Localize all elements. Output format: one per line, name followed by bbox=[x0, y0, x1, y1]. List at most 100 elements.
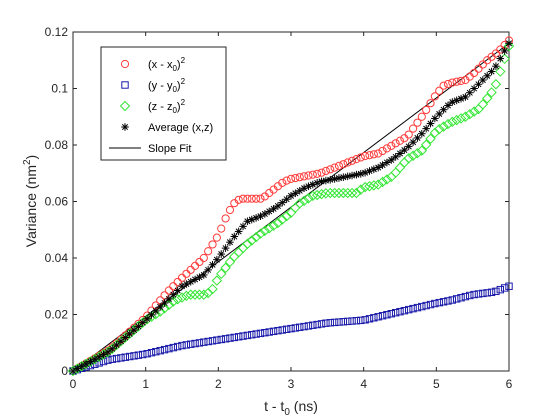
data-point bbox=[339, 160, 348, 169]
data-point bbox=[198, 289, 210, 300]
data-point bbox=[234, 195, 243, 204]
data-point bbox=[309, 321, 317, 329]
data-point bbox=[107, 343, 118, 354]
data-point bbox=[435, 86, 444, 95]
data-point bbox=[181, 290, 192, 302]
data-point bbox=[442, 118, 454, 130]
data-point bbox=[359, 181, 371, 193]
data-point bbox=[495, 66, 506, 77]
data-point bbox=[160, 345, 169, 354]
y-tick-label: 0.08 bbox=[45, 138, 69, 152]
data-point bbox=[330, 318, 339, 327]
data-point bbox=[339, 318, 348, 326]
legend-label-main: Average (x,z) bbox=[148, 122, 213, 134]
legend-label-main: (z - z bbox=[148, 101, 172, 113]
data-point bbox=[208, 260, 217, 269]
data-point bbox=[429, 127, 441, 139]
legend-label-sub: 0 bbox=[172, 64, 177, 73]
data-point bbox=[333, 187, 345, 199]
data-point bbox=[141, 314, 153, 325]
x-tick-label: 5 bbox=[433, 377, 440, 391]
data-point bbox=[448, 78, 457, 87]
data-point bbox=[370, 314, 378, 322]
data-point bbox=[404, 130, 413, 139]
data-point bbox=[111, 339, 122, 351]
data-point bbox=[490, 79, 502, 90]
data-point bbox=[391, 139, 400, 148]
data-point bbox=[217, 224, 226, 233]
data-point bbox=[396, 149, 404, 158]
data-point bbox=[486, 87, 497, 98]
legend-marker-square bbox=[121, 81, 129, 89]
data-point bbox=[409, 304, 417, 313]
data-point bbox=[287, 324, 295, 333]
data-point bbox=[204, 266, 212, 274]
data-point bbox=[365, 151, 374, 160]
data-point bbox=[225, 205, 235, 215]
data-point bbox=[381, 174, 393, 185]
data-point bbox=[474, 64, 483, 73]
legend-label: Average (x,z) bbox=[148, 122, 213, 134]
data-point bbox=[357, 316, 365, 325]
y-tick-label: 0.06 bbox=[45, 195, 69, 209]
data-point bbox=[368, 180, 380, 191]
y-tick-label: 0.12 bbox=[45, 25, 69, 39]
data-point bbox=[387, 141, 396, 150]
data-point bbox=[216, 268, 227, 280]
data-point bbox=[479, 289, 487, 298]
data-point bbox=[492, 62, 500, 70]
data-point bbox=[339, 173, 348, 182]
data-point bbox=[452, 295, 461, 303]
data-point bbox=[347, 156, 357, 165]
data-point bbox=[303, 193, 314, 204]
data-point bbox=[278, 178, 287, 187]
data-point bbox=[308, 170, 317, 179]
data-point bbox=[420, 139, 432, 150]
data-point bbox=[247, 194, 256, 203]
data-point bbox=[263, 223, 275, 234]
data-point bbox=[282, 176, 291, 185]
y-axis-label-main: Variance (nm bbox=[23, 165, 39, 247]
data-point bbox=[150, 309, 162, 320]
data-point bbox=[496, 285, 504, 294]
legend-label-sup: 2 bbox=[181, 56, 186, 65]
data-point bbox=[451, 114, 462, 126]
data-point bbox=[265, 328, 273, 336]
data-point bbox=[434, 123, 445, 135]
ticks-layer: 0 1 2 3 4 5 6 0 0.02 0.04 0.06 0.08 0.1 0.12 bbox=[45, 25, 513, 391]
data-point bbox=[274, 326, 282, 335]
data-point bbox=[246, 235, 257, 246]
data-point bbox=[464, 109, 475, 120]
x-axis-label-unit: (ns) bbox=[290, 398, 318, 414]
data-point bbox=[307, 190, 319, 202]
data-point bbox=[343, 158, 352, 167]
data-point bbox=[147, 348, 156, 357]
y-tick-label: 0.04 bbox=[45, 251, 69, 265]
data-point bbox=[221, 244, 230, 252]
data-point bbox=[277, 214, 288, 225]
data-point bbox=[496, 54, 505, 63]
data-point bbox=[418, 129, 426, 138]
data-point bbox=[265, 207, 273, 216]
legend-label: (y - y0)2 bbox=[148, 77, 186, 94]
data-point bbox=[396, 307, 404, 316]
data-point bbox=[269, 205, 278, 213]
data-point bbox=[304, 171, 313, 180]
data-point bbox=[300, 322, 308, 331]
data-point bbox=[374, 149, 383, 158]
legend-label-end: ) bbox=[177, 80, 181, 92]
data-point bbox=[112, 354, 121, 363]
y-tick-label: 0.1 bbox=[51, 82, 68, 96]
data-point bbox=[133, 321, 144, 332]
data-point bbox=[115, 336, 127, 347]
data-point bbox=[182, 341, 191, 349]
data-point bbox=[221, 335, 230, 343]
legend-label-sup: 2 bbox=[181, 77, 186, 86]
data-point bbox=[143, 315, 151, 323]
data-point bbox=[256, 329, 265, 338]
data-point bbox=[492, 287, 500, 296]
data-point bbox=[346, 187, 358, 199]
data-point bbox=[378, 312, 387, 320]
y-tick-label: 0 bbox=[61, 364, 68, 378]
